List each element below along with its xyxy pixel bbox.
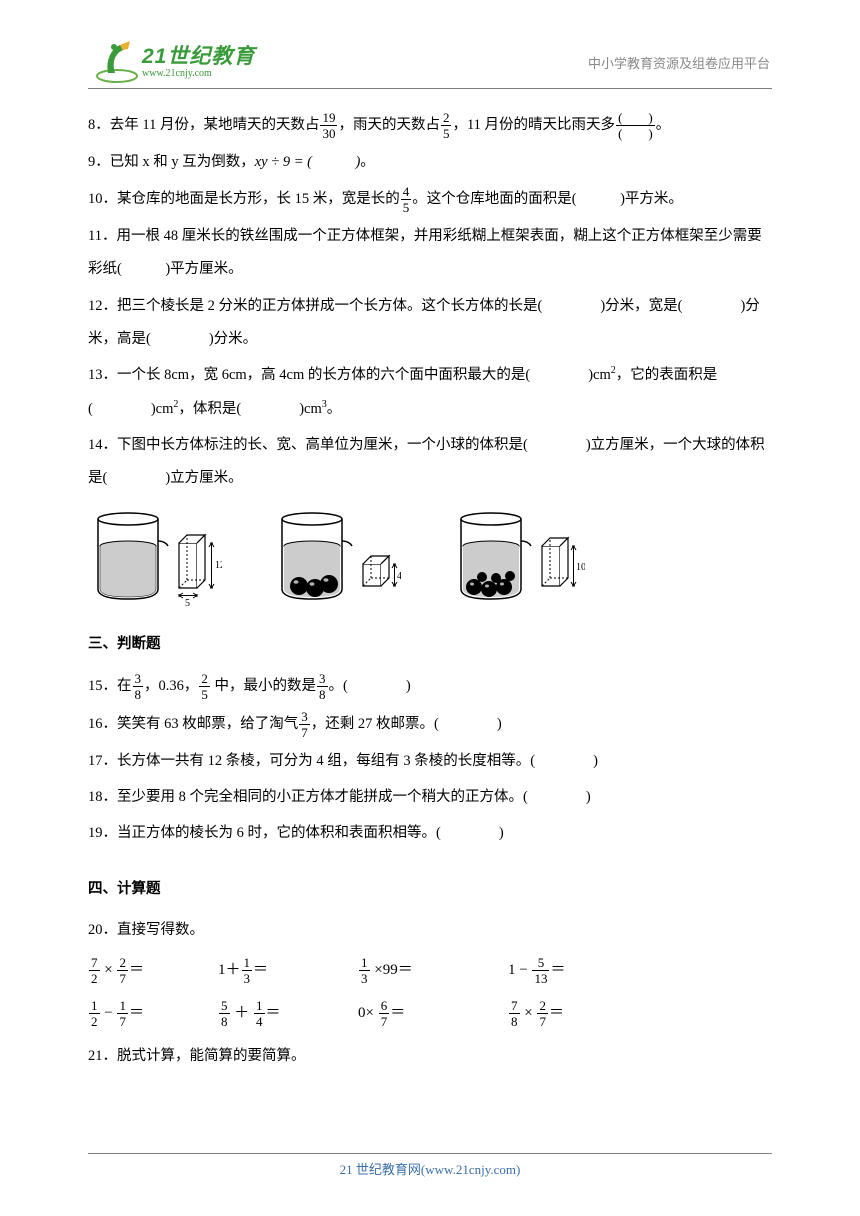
q13-num: 13． xyxy=(88,367,117,383)
q10-frac1: 45 xyxy=(401,185,412,214)
calc-row-1: 72 × 27＝ 1＋13＝ 13 ×99＝ 1 − 513＝ xyxy=(88,953,772,988)
q14-t1: 下图中长方体标注的长、宽、高单位为厘米，一个小球的体积是( )立方厘米，一个大球… xyxy=(88,437,765,486)
question-17: 17．长方体一共有 12 条棱，可分为 4 组，每组有 3 条棱的长度相等。( … xyxy=(88,745,772,778)
q15-t4: 。( ) xyxy=(329,678,411,694)
calc-2-2: 58 ＋ 14＝ xyxy=(218,996,358,1031)
question-8: 8．去年 11 月份，某地晴天的天数占1930，雨天的天数占25，11 月份的晴… xyxy=(88,108,772,143)
q17-t1: 长方体一共有 12 条棱，可分为 4 组，每组有 3 条棱的长度相等。( ) xyxy=(117,753,598,769)
q20-t1: 直接写得数。 xyxy=(117,922,204,938)
cuboid-3-h: 10 xyxy=(576,562,585,573)
q13-t4: 。 xyxy=(327,401,342,417)
footer-text: 21 世纪教育网(www.21cnjy.com) xyxy=(340,1162,521,1177)
q16-num: 16． xyxy=(88,716,117,732)
footer-divider xyxy=(88,1153,772,1154)
cuboid-1-w: 5 xyxy=(185,598,190,606)
question-21: 21．脱式计算，能简算的要简算。 xyxy=(88,1040,772,1073)
q15-t2: ，0.36， xyxy=(144,678,198,694)
q16-frac1: 37 xyxy=(299,710,310,739)
question-16: 16．笑笑有 63 枚邮票，给了淘气37，还剩 27 枚邮票。( ) xyxy=(88,707,772,742)
beaker-set-3: 10 xyxy=(456,511,585,606)
q12-num: 12． xyxy=(88,298,117,314)
beaker-1-icon xyxy=(93,511,175,606)
cuboid-2-icon: 4 xyxy=(361,528,401,606)
question-15: 15．在38，0.36，25 中，最小的数是38。( ) xyxy=(88,669,772,704)
page-footer: 21 世纪教育网(www.21cnjy.com) xyxy=(0,1159,860,1178)
q21-t1: 脱式计算，能简算的要简算。 xyxy=(117,1048,306,1064)
logo-icon xyxy=(90,35,140,83)
calc-row-2: 12 − 17＝ 58 ＋ 14＝ 0× 67＝ 78 × 27＝ xyxy=(88,996,772,1031)
q10-num: 10． xyxy=(88,191,117,207)
q8-t2: ，雨天的天数占 xyxy=(338,117,440,133)
q21-num: 21． xyxy=(88,1048,117,1064)
q8-frac1: 1930 xyxy=(320,111,337,140)
q9-t2: 。 xyxy=(360,154,375,170)
q18-num: 18． xyxy=(88,789,117,805)
q11-num: 11． xyxy=(88,228,116,244)
q9-expr: xy ÷ 9 = ( ) xyxy=(255,154,361,170)
figure-row: 12 5 xyxy=(93,511,772,606)
q11-t1: 用一根 48 厘米长的铁丝围成一个正方体框架，并用彩纸糊上框架表面，糊上这个正方… xyxy=(88,228,762,277)
question-14: 14．下图中长方体标注的长、宽、高单位为厘米，一个小球的体积是( )立方厘米，一… xyxy=(88,429,772,496)
calc-1-2: 1＋13＝ xyxy=(218,953,358,988)
q13-t1: 一个长 8cm，宽 6cm，高 4cm 的长方体的六个面中面积最大的是( )cm xyxy=(117,367,611,383)
cuboid-3-icon: 10 xyxy=(540,528,585,606)
q15-frac3: 38 xyxy=(317,672,328,701)
q14-num: 14． xyxy=(88,437,117,453)
q16-t1: 笑笑有 63 枚邮票，给了淘气 xyxy=(117,716,298,732)
question-9: 9．已知 x 和 y 互为倒数，xy ÷ 9 = ( )。 xyxy=(88,146,772,179)
beaker-set-2: 4 xyxy=(277,511,401,606)
beaker-2-icon xyxy=(277,511,359,606)
content-area: 8．去年 11 月份，某地晴天的天数占1930，雨天的天数占25，11 月份的晴… xyxy=(88,108,772,1077)
q8-num: 8． xyxy=(88,117,110,133)
q19-num: 19． xyxy=(88,825,117,841)
q8-t4: 。 xyxy=(656,117,671,133)
q15-t1: 在 xyxy=(117,678,132,694)
section-3-title: 三、判断题 xyxy=(88,628,772,661)
question-20: 20．直接写得数。 xyxy=(88,914,772,947)
calc-2-3: 0× 67＝ xyxy=(358,996,508,1031)
q15-frac1: 38 xyxy=(133,672,144,701)
calc-1-1: 72 × 27＝ xyxy=(88,953,218,988)
logo-main-text: 21世纪教育 xyxy=(142,40,255,70)
logo: 21世纪教育 www.21cnjy.com xyxy=(90,35,255,83)
calc-1-3: 13 ×99＝ xyxy=(358,953,508,988)
q15-num: 15． xyxy=(88,678,117,694)
calc-2-4: 78 × 27＝ xyxy=(508,996,564,1031)
q8-t3: ，11 月份的晴天比雨天多 xyxy=(452,117,615,133)
q18-t1: 至少要用 8 个完全相同的小正方体才能拼成一个稍大的正方体。( ) xyxy=(117,789,591,805)
cuboid-1-h: 12 xyxy=(215,560,222,571)
cuboid-2-h: 4 xyxy=(397,571,401,582)
q17-num: 17． xyxy=(88,753,117,769)
section-4-title: 四、计算题 xyxy=(88,873,772,906)
beaker-3-icon xyxy=(456,511,538,606)
question-18: 18．至少要用 8 个完全相同的小正方体才能拼成一个稍大的正方体。( ) xyxy=(88,781,772,814)
beaker-set-1: 12 5 xyxy=(93,511,222,606)
q15-t3: 中，最小的数是 xyxy=(211,678,316,694)
q19-t1: 当正方体的棱长为 6 时，它的体积和表面积相等。( ) xyxy=(117,825,504,841)
logo-text: 21世纪教育 www.21cnjy.com xyxy=(142,40,255,79)
q9-t1: 已知 x 和 y 互为倒数， xyxy=(110,154,255,170)
q13-t3: ，体积是( )cm xyxy=(178,401,321,417)
q15-frac2: 25 xyxy=(199,672,210,701)
q12-t1: 把三个棱长是 2 分米的正方体拼成一个长方体。这个长方体的长是( )分米，宽是(… xyxy=(88,298,760,347)
header-divider xyxy=(88,88,772,89)
question-13: 13．一个长 8cm，宽 6cm，高 4cm 的长方体的六个面中面积最大的是( … xyxy=(88,359,772,426)
question-12: 12．把三个棱长是 2 分米的正方体拼成一个长方体。这个长方体的长是( )分米，… xyxy=(88,290,772,357)
calc-1-4: 1 − 513＝ xyxy=(508,953,565,988)
q8-frac3: ( )( ) xyxy=(616,111,655,140)
question-10: 10．某仓库的地面是长方形，长 15 米，宽是长的45。这个仓库地面的面积是( … xyxy=(88,182,772,217)
q10-t2: 。这个仓库地面的面积是( )平方米。 xyxy=(412,191,683,207)
q10-t1: 某仓库的地面是长方形，长 15 米，宽是长的 xyxy=(117,191,400,207)
q16-t2: ，还剩 27 枚邮票。( ) xyxy=(311,716,502,732)
question-11: 11．用一根 48 厘米长的铁丝围成一个正方体框架，并用彩纸糊上框架表面，糊上这… xyxy=(88,220,772,287)
header-right-text: 中小学教育资源及组卷应用平台 xyxy=(588,53,770,72)
calc-2-1: 12 − 17＝ xyxy=(88,996,218,1031)
page-header: 21世纪教育 www.21cnjy.com 中小学教育资源及组卷应用平台 xyxy=(0,35,860,85)
cuboid-1-icon: 12 5 xyxy=(177,528,222,606)
q9-num: 9． xyxy=(88,154,110,170)
q8-frac2: 25 xyxy=(441,111,452,140)
question-19: 19．当正方体的棱长为 6 时，它的体积和表面积相等。( ) xyxy=(88,817,772,850)
q20-num: 20． xyxy=(88,922,117,938)
q8-t1: 去年 11 月份，某地晴天的天数占 xyxy=(110,117,320,133)
